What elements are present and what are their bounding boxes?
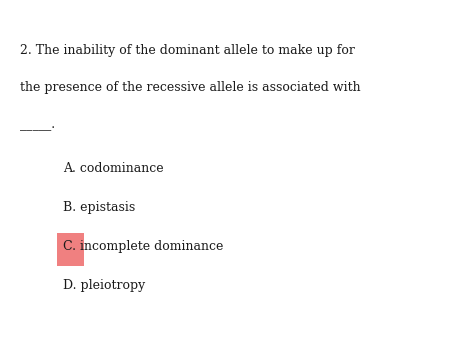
Text: the presence of the recessive allele is associated with: the presence of the recessive allele is … [20, 81, 361, 94]
Text: A. codominance: A. codominance [63, 162, 164, 175]
Text: D. pleiotropy: D. pleiotropy [63, 279, 145, 292]
Text: 2. The inability of the dominant allele to make up for: 2. The inability of the dominant allele … [20, 44, 355, 57]
FancyBboxPatch shape [57, 233, 84, 266]
Text: _____.: _____. [20, 118, 55, 131]
Text: B. epistasis: B. epistasis [63, 201, 135, 214]
Text: C. incomplete dominance: C. incomplete dominance [63, 240, 223, 253]
